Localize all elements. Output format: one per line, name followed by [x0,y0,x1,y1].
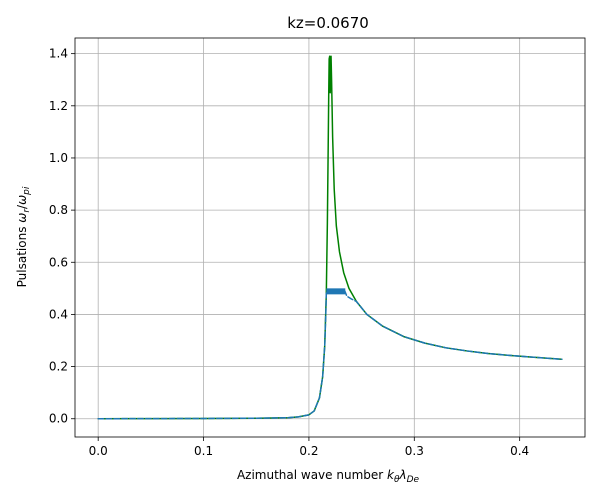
series-band [326,288,346,295]
plot-frame [74,37,586,438]
chart-title: kz=0.0670 [287,14,369,32]
x-tick-label: 0.1 [194,444,213,458]
y-axis-ticks: 0.0 0.2 0.4 0.6 0.8 1.0 1.2 1.4 [49,47,75,426]
x-axis-ticks: 0.0 0.1 0.2 0.3 0.4 [89,437,529,458]
y-axis-label-var2: ω [15,195,29,205]
x-axis-label-sub2: De [407,475,420,485]
y-tick-label: 0.0 [49,412,68,426]
x-tick-label: 0.0 [89,444,108,458]
y-axis-label-sub2: pi [22,186,32,196]
y-tick-label: 0.2 [49,360,68,374]
y-tick-label: 1.4 [49,47,68,61]
series-layer [97,55,563,420]
y-axis-label: Pulsations ωr/ωpi [15,186,32,287]
y-tick-label: 0.6 [49,255,68,269]
y-tick-label: 0.4 [49,307,68,321]
x-axis-label: Azimuthal wave number kθλDe [237,468,420,485]
x-axis-label-var2: λ [398,468,406,482]
x-axis-label-main: Azimuthal wave number [237,468,387,482]
y-tick-label: 1.2 [49,99,68,113]
y-tick-label: 1.0 [49,151,68,165]
x-tick-label: 0.3 [405,444,424,458]
x-tick-label: 0.2 [299,444,318,458]
x-axis-label-sub1: θ [394,475,400,485]
y-axis-label-sep: / [15,204,29,209]
x-axis-label-var: k [387,468,395,482]
y-axis-label-sub1: r [22,208,32,213]
y-tick-label: 0.8 [49,203,68,217]
y-axis-label-var: ω [15,213,29,223]
y-axis-label-main: Pulsations [15,223,29,288]
x-tick-label: 0.4 [510,444,529,458]
